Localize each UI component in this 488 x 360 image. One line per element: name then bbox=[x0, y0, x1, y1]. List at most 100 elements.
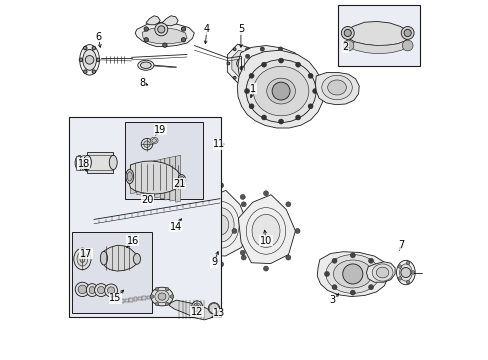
Text: 8: 8 bbox=[139, 78, 145, 88]
Polygon shape bbox=[238, 45, 305, 90]
Polygon shape bbox=[164, 157, 169, 200]
Circle shape bbox=[245, 78, 249, 82]
Polygon shape bbox=[135, 22, 194, 46]
Text: 10: 10 bbox=[259, 236, 272, 246]
Ellipse shape bbox=[246, 208, 285, 254]
Ellipse shape bbox=[376, 267, 388, 278]
Polygon shape bbox=[121, 299, 124, 303]
Circle shape bbox=[181, 38, 185, 42]
Ellipse shape bbox=[77, 158, 82, 168]
Polygon shape bbox=[175, 155, 180, 202]
Circle shape bbox=[263, 191, 268, 196]
Polygon shape bbox=[162, 16, 178, 26]
Circle shape bbox=[163, 43, 167, 47]
Ellipse shape bbox=[399, 264, 411, 281]
Text: 4: 4 bbox=[203, 24, 209, 35]
Text: 20: 20 bbox=[141, 195, 154, 205]
Circle shape bbox=[403, 30, 410, 37]
Polygon shape bbox=[149, 161, 155, 197]
Circle shape bbox=[295, 115, 300, 120]
Circle shape bbox=[278, 47, 282, 51]
Polygon shape bbox=[142, 296, 145, 300]
Text: 19: 19 bbox=[154, 125, 166, 135]
Ellipse shape bbox=[78, 285, 86, 294]
Circle shape bbox=[261, 62, 266, 67]
Circle shape bbox=[158, 26, 164, 33]
Bar bbox=[338, 5, 419, 66]
Circle shape bbox=[233, 48, 236, 51]
Ellipse shape bbox=[321, 75, 351, 100]
Text: 18: 18 bbox=[78, 159, 90, 169]
Ellipse shape bbox=[371, 264, 392, 281]
Ellipse shape bbox=[97, 287, 104, 294]
Circle shape bbox=[285, 202, 290, 207]
Polygon shape bbox=[155, 159, 160, 198]
Circle shape bbox=[263, 266, 268, 271]
Polygon shape bbox=[209, 303, 219, 314]
Circle shape bbox=[349, 253, 355, 258]
Circle shape bbox=[150, 295, 153, 298]
Circle shape bbox=[278, 119, 283, 124]
Ellipse shape bbox=[125, 169, 133, 184]
Circle shape bbox=[170, 295, 174, 298]
Circle shape bbox=[85, 55, 94, 64]
Polygon shape bbox=[169, 156, 175, 201]
Text: 13: 13 bbox=[213, 309, 225, 318]
Polygon shape bbox=[345, 22, 408, 45]
Circle shape bbox=[260, 47, 264, 51]
Polygon shape bbox=[145, 16, 160, 25]
Ellipse shape bbox=[86, 284, 98, 297]
Ellipse shape bbox=[140, 62, 151, 68]
Circle shape bbox=[218, 262, 223, 267]
Ellipse shape bbox=[82, 49, 96, 70]
Ellipse shape bbox=[75, 282, 89, 297]
Circle shape bbox=[245, 54, 249, 58]
Polygon shape bbox=[169, 300, 215, 320]
Circle shape bbox=[241, 202, 246, 207]
Circle shape bbox=[165, 302, 168, 306]
Ellipse shape bbox=[138, 60, 154, 70]
Polygon shape bbox=[155, 295, 159, 298]
Ellipse shape bbox=[213, 215, 228, 235]
Text: 21: 21 bbox=[173, 179, 185, 189]
Circle shape bbox=[141, 138, 152, 150]
Ellipse shape bbox=[208, 208, 234, 242]
Circle shape bbox=[406, 261, 409, 265]
Polygon shape bbox=[129, 161, 182, 194]
Circle shape bbox=[83, 70, 87, 73]
Circle shape bbox=[278, 58, 283, 63]
Circle shape bbox=[342, 264, 362, 284]
Polygon shape bbox=[317, 252, 387, 297]
Circle shape bbox=[197, 194, 202, 199]
Circle shape bbox=[233, 76, 236, 79]
Circle shape bbox=[294, 228, 300, 233]
Circle shape bbox=[397, 265, 401, 269]
Polygon shape bbox=[125, 298, 128, 302]
Circle shape bbox=[218, 183, 223, 188]
Text: 14: 14 bbox=[169, 222, 182, 231]
Ellipse shape bbox=[258, 58, 285, 78]
Circle shape bbox=[375, 271, 380, 276]
Polygon shape bbox=[160, 158, 164, 199]
Circle shape bbox=[402, 40, 412, 51]
Circle shape bbox=[400, 267, 410, 278]
Ellipse shape bbox=[75, 156, 84, 170]
Ellipse shape bbox=[195, 305, 198, 308]
Text: 17: 17 bbox=[80, 248, 92, 258]
Circle shape bbox=[144, 38, 148, 42]
Polygon shape bbox=[137, 163, 143, 195]
Circle shape bbox=[197, 250, 202, 255]
Ellipse shape bbox=[127, 172, 132, 181]
Text: 3: 3 bbox=[328, 295, 335, 305]
Circle shape bbox=[251, 62, 254, 65]
Ellipse shape bbox=[89, 287, 95, 294]
Text: 15: 15 bbox=[109, 293, 122, 303]
Ellipse shape bbox=[179, 176, 184, 184]
Circle shape bbox=[155, 23, 167, 36]
Circle shape bbox=[245, 48, 248, 51]
Polygon shape bbox=[133, 297, 137, 301]
Ellipse shape bbox=[208, 303, 219, 314]
Ellipse shape bbox=[396, 260, 414, 285]
Text: 12: 12 bbox=[191, 307, 203, 317]
Ellipse shape bbox=[77, 252, 88, 266]
